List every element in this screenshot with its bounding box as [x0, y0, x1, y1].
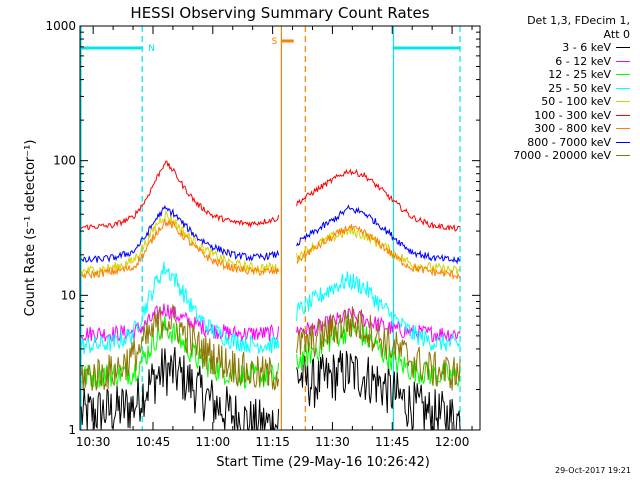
x-axis: 10:30 10:45 11:00 11:15 11:30 11:45 12:00 [76, 26, 473, 449]
series-line-25-50kev [296, 271, 461, 352]
legend-entry: 12 - 25 keV [476, 68, 636, 82]
legend-header-line1: Det 1,3, FDecim 1, [527, 14, 630, 27]
legend-swatch [616, 128, 630, 130]
series-line-25-50kev [80, 261, 280, 355]
series-line-6-12kev [296, 308, 461, 343]
legend-header-line2: Att 0 [603, 27, 630, 41]
series-line-7000-20000kev [296, 306, 461, 391]
legend-entry-label: 12 - 25 keV [548, 68, 611, 81]
legend-entry: 7000 - 20000 keV [476, 149, 636, 163]
series-line-3-6kev [80, 346, 280, 431]
series-line-3-6kev [296, 350, 461, 431]
legend-entry-label: 300 - 800 keV [534, 122, 611, 135]
legend-entry-label: 50 - 100 keV [541, 95, 611, 108]
flag-label: S [272, 37, 278, 47]
legend-entry: 800 - 7000 keV [476, 136, 636, 150]
legend-swatch [616, 47, 630, 49]
attenuator-flags: NS [80, 37, 461, 54]
flag-label: N [148, 44, 155, 54]
y-tick-label: 10 [61, 288, 76, 302]
legend-entry-label: 3 - 6 keV [562, 41, 611, 54]
y-axis: 1 10 100 1000 [45, 19, 480, 437]
legend-swatch [616, 60, 630, 62]
series-line-7000-20000kev [80, 303, 280, 392]
x-tick-label: 11:15 [255, 435, 290, 449]
legend-swatch [616, 155, 630, 157]
x-tick-label: 10:30 [76, 435, 111, 449]
series-line-800-7000kev [80, 204, 280, 263]
y-tick-label: 1 [68, 423, 76, 437]
x-tick-label: 11:00 [196, 435, 231, 449]
legend-swatch [616, 101, 630, 103]
legend-entry-label: 7000 - 20000 keV [513, 149, 611, 162]
chart-title: HESSI Observing Summary Count Rates [130, 4, 429, 22]
series-line-12-25kev [80, 315, 280, 389]
plot-frame [79, 25, 481, 431]
x-tick-label: 10:45 [136, 435, 171, 449]
legend-entry: 50 - 100 keV [476, 95, 636, 109]
legend-entry-label: 6 - 12 keV [555, 54, 611, 68]
legend-swatch [616, 141, 630, 143]
legend-entry: 6 - 12 keV [476, 55, 636, 69]
series-line-300-800kev [80, 218, 280, 280]
series-lines [80, 160, 461, 431]
series-line-800-7000kev [296, 204, 461, 265]
y-tick-label: 100 [53, 154, 76, 168]
legend-entry: 100 - 300 keV [476, 109, 636, 123]
y-tick-label: 1000 [45, 19, 76, 33]
vertical-markers [80, 26, 461, 430]
legend-entry-label: 800 - 7000 keV [527, 135, 611, 149]
series-line-50-100kev [296, 227, 461, 276]
x-tick-label: 12:00 [435, 435, 470, 449]
y-axis-label: Count Rate (s⁻¹ detector⁻¹) [23, 140, 38, 317]
legend-swatch [616, 114, 630, 116]
series-line-100-300kev [80, 160, 280, 231]
legend-swatch [616, 87, 630, 89]
legend: Det 1,3, FDecim 1, Att 0 3 - 6 keV 6 - 12… [476, 14, 636, 163]
legend-entry-label: 25 - 50 keV [548, 81, 611, 95]
series-line-300-800kev [296, 224, 461, 281]
series-line-50-100kev [80, 210, 280, 276]
series-line-100-300kev [296, 168, 461, 232]
x-tick-label: 11:30 [315, 435, 350, 449]
legend-entry-label: 100 - 300 keV [534, 108, 611, 122]
legend-swatch [616, 74, 630, 76]
x-tick-label: 11:45 [375, 435, 410, 449]
x-axis-label: Start Time (29-May-16 10:26:42) [216, 455, 430, 470]
legend-entry: 3 - 6 keV [476, 41, 636, 55]
legend-entry: 300 - 800 keV [476, 122, 636, 136]
legend-entry: 25 - 50 keV [476, 82, 636, 96]
footer-timestamp: 29-Oct-2017 19:21 [555, 466, 631, 475]
